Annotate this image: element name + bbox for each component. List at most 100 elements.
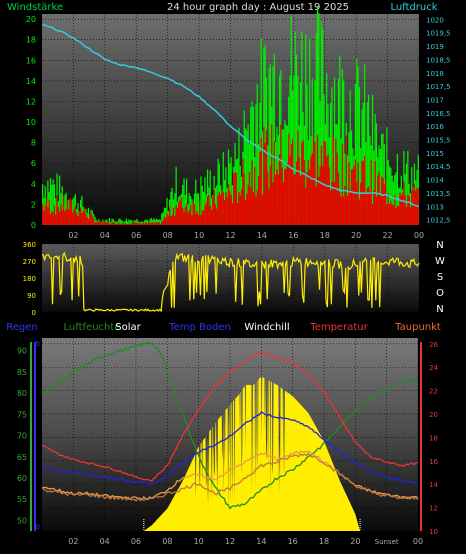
gust-bar: [323, 140, 325, 225]
gust-bar: [264, 142, 266, 225]
gust-bar: [170, 216, 172, 225]
gust-bar: [104, 221, 107, 225]
wind-bar: [311, 78, 313, 225]
wind-bar: [182, 184, 184, 225]
wind-bar: [261, 131, 264, 225]
wind-bar: [273, 54, 275, 225]
gust-bar: [407, 194, 409, 225]
pressure-line: [41, 24, 420, 208]
gust-bar: [132, 222, 134, 225]
wind-x-tick-label: 02: [68, 231, 78, 240]
gust-bar: [121, 223, 124, 225]
gust-bar: [175, 205, 177, 225]
wind-y-tick-label: 18: [26, 36, 36, 45]
gust-bar: [248, 171, 251, 225]
gust-bar: [200, 215, 202, 225]
wind-bar: [110, 222, 112, 225]
rain-y-ticks: 05: [34, 340, 40, 531]
pressure-y-tick-label: 1017: [426, 96, 444, 104]
gust-bar: [388, 203, 391, 225]
gust-bar: [225, 191, 227, 225]
wind-bar: [365, 141, 367, 225]
wind-y-tick-label: 20: [26, 15, 36, 24]
wind-bar: [326, 73, 328, 225]
wind-bar: [175, 166, 177, 225]
humidity-y-ticks: 50 55 60 65 70 75 80 85 90: [17, 342, 32, 531]
gust-bar: [295, 161, 298, 225]
wind-bar: [356, 58, 358, 225]
wind-bar: [209, 170, 211, 225]
gust-bar: [242, 158, 244, 225]
solar-series: [143, 376, 360, 531]
wind-bar: [188, 192, 190, 225]
gust-bar: [65, 208, 67, 225]
wind-bar: [386, 127, 388, 225]
gust-bar: [162, 220, 164, 225]
gust-bar: [203, 210, 205, 225]
gust-bar: [290, 144, 292, 225]
gust-bar: [404, 195, 406, 225]
gust-bar: [347, 195, 349, 225]
gust-bar: [166, 213, 168, 225]
wind-bar: [244, 128, 247, 225]
gust-bar: [129, 223, 131, 225]
wind-bar: [155, 218, 158, 225]
wind-x-tick-label: 16: [288, 231, 298, 240]
gust-bar: [124, 223, 126, 225]
gust-bar: [99, 220, 101, 225]
gust-bar: [278, 154, 281, 225]
wind-bar: [387, 159, 389, 225]
gust-bar: [155, 222, 158, 225]
legend-label: Windchill: [244, 322, 289, 333]
gust-bar: [261, 194, 264, 225]
gust-bar: [83, 207, 86, 225]
temperature-x-ticks: 02 04 06 08 10 12 14 16 18 20 Sunset 00: [68, 537, 423, 546]
temperature-y-tick-label: 26: [429, 341, 438, 349]
gust-bar: [345, 135, 347, 225]
gust-bar: [301, 142, 303, 225]
wind-bar: [166, 197, 168, 225]
gust-bar: [150, 222, 152, 225]
wind-bar: [117, 219, 120, 225]
wind-bar: [170, 191, 172, 225]
wind-bar: [268, 67, 270, 226]
gust-bar: [142, 222, 145, 225]
wind-bar: [129, 220, 131, 225]
gust-bar: [148, 222, 150, 225]
gust-bar: [299, 176, 302, 225]
temperature-x-tick-label: Sunset: [375, 538, 399, 546]
gust-bar: [128, 223, 130, 225]
gust-bar: [267, 171, 269, 225]
wind-x-tick-label: 08: [163, 231, 173, 240]
gust-bar: [141, 223, 143, 225]
gust-bar: [62, 195, 65, 225]
temperature-y-ticks: 10 12 14 16 18 20 22 24 26: [420, 341, 438, 536]
gust-bar: [216, 208, 218, 225]
gust-bar: [318, 176, 320, 225]
gust-bar: [144, 223, 146, 225]
sun-markers: [143, 519, 361, 531]
wind-x-tick-label: 18: [320, 231, 330, 240]
gust-bar: [52, 212, 54, 225]
gust-bar: [285, 168, 287, 225]
legend-label: Temp Boden: [168, 322, 231, 333]
gust-bar: [205, 202, 207, 225]
gust-bar: [168, 206, 171, 225]
wind-x-tick-label: 06: [131, 231, 141, 240]
wind-bar: [278, 75, 281, 225]
gust-bar: [328, 167, 330, 225]
gust-bar: [332, 136, 334, 225]
pressure-y-tick-label: 1017,5: [426, 83, 451, 91]
gust-bar: [176, 207, 179, 225]
wind-x-tick-label: 20: [351, 231, 361, 240]
gust-bar: [247, 184, 249, 225]
gust-bar: [102, 222, 104, 225]
wind-bar: [295, 54, 298, 226]
gust-bar: [246, 193, 248, 225]
wind-bar: [149, 219, 151, 225]
wind-bar: [111, 218, 113, 225]
gust-bar: [305, 187, 307, 225]
gust-bar: [344, 185, 346, 225]
direction-series: [41, 251, 420, 313]
